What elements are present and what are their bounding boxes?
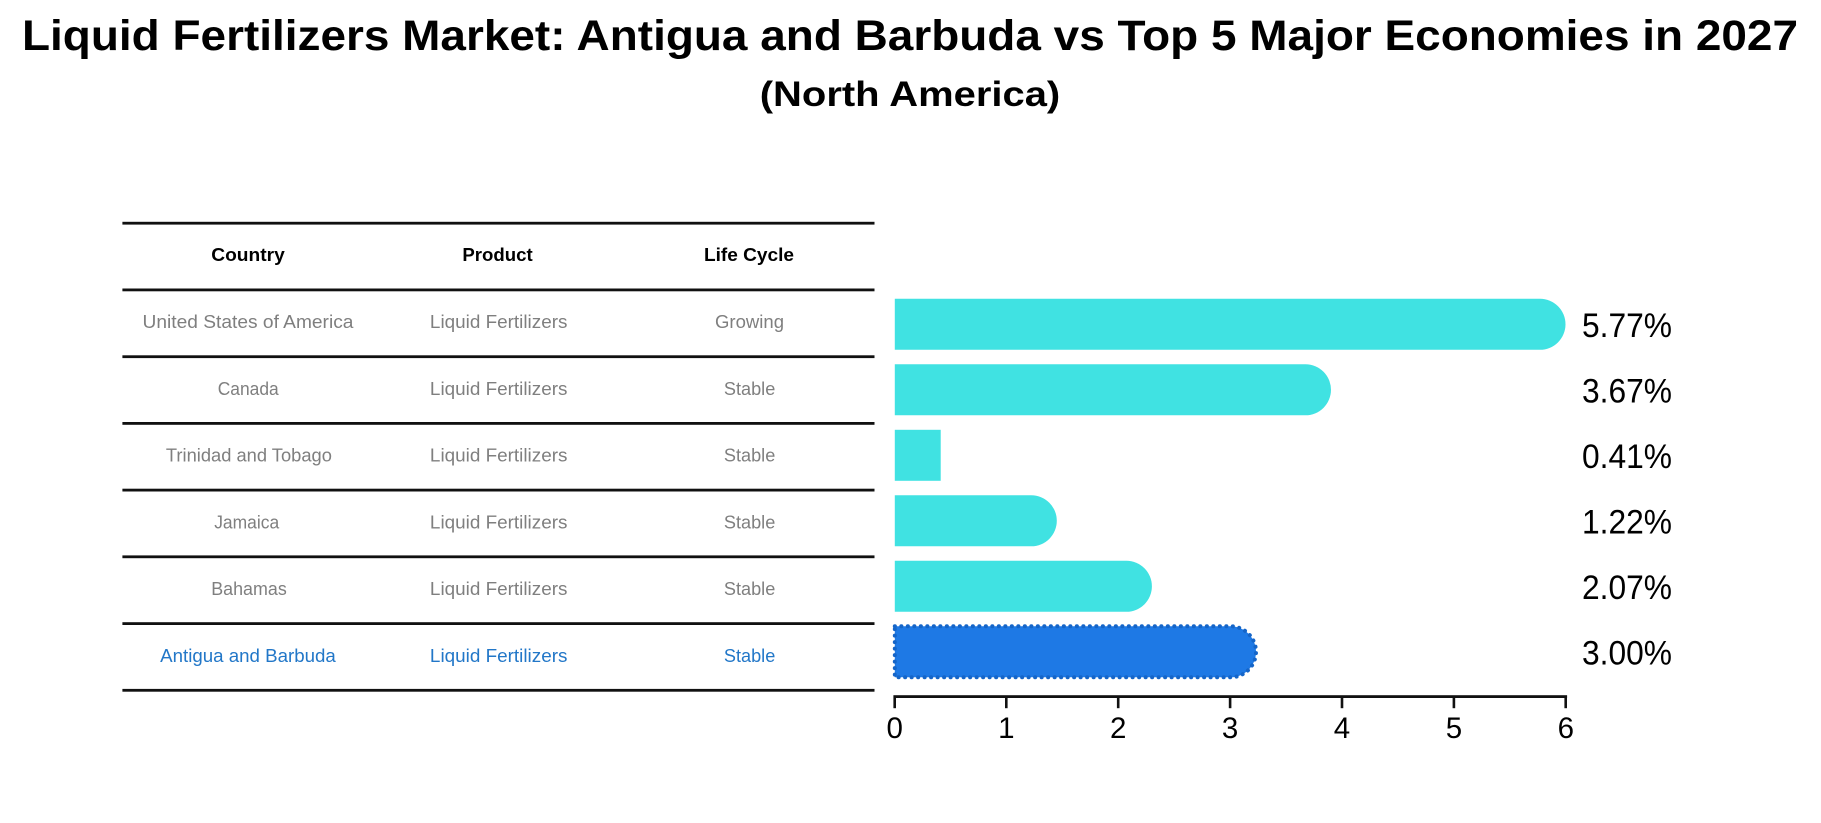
svg-text:Liquid Fertilizers: Liquid Fertilizers (430, 578, 568, 599)
svg-text:Stable: Stable (724, 378, 775, 399)
svg-text:Bahamas: Bahamas (211, 578, 287, 599)
svg-text:Liquid Fertilizers: Liquid Fertilizers (430, 445, 568, 466)
svg-text:Antigua and Barbuda: Antigua and Barbuda (160, 645, 336, 666)
svg-text:Life Cycle: Life Cycle (704, 244, 794, 265)
svg-text:Liquid Fertilizers Market: Ant: Liquid Fertilizers Market: Antigua and B… (22, 12, 1798, 60)
svg-text:Product: Product (462, 244, 532, 265)
svg-text:4: 4 (1334, 712, 1350, 745)
svg-text:2: 2 (1110, 712, 1126, 745)
svg-text:6: 6 (1558, 712, 1574, 745)
svg-text:Liquid Fertilizers: Liquid Fertilizers (430, 311, 568, 332)
svg-text:1.22%: 1.22% (1582, 503, 1672, 541)
svg-text:Stable: Stable (724, 645, 775, 666)
svg-text:0.41%: 0.41% (1582, 438, 1672, 476)
svg-text:0: 0 (886, 712, 902, 745)
svg-text:Stable: Stable (724, 578, 775, 599)
svg-text:Liquid Fertilizers: Liquid Fertilizers (430, 378, 568, 399)
svg-text:3.67%: 3.67% (1582, 372, 1672, 410)
svg-text:United States of America: United States of America (143, 311, 355, 332)
svg-text:Country: Country (211, 244, 285, 265)
svg-text:5: 5 (1446, 712, 1462, 745)
svg-text:(North America): (North America) (760, 74, 1061, 114)
svg-text:3.00%: 3.00% (1582, 634, 1672, 672)
svg-text:Canada: Canada (218, 378, 280, 399)
svg-text:Stable: Stable (724, 445, 775, 466)
svg-text:Liquid Fertilizers: Liquid Fertilizers (430, 645, 568, 666)
svg-text:Jamaica: Jamaica (214, 511, 280, 532)
svg-text:3: 3 (1222, 712, 1238, 745)
svg-text:2.07%: 2.07% (1582, 569, 1672, 607)
svg-text:Growing: Growing (715, 311, 784, 332)
svg-text:Liquid Fertilizers: Liquid Fertilizers (430, 511, 568, 532)
svg-text:Trinidad and Tobago: Trinidad and Tobago (166, 445, 332, 466)
svg-text:1: 1 (998, 712, 1014, 745)
svg-text:5.77%: 5.77% (1582, 307, 1672, 345)
svg-text:Stable: Stable (724, 511, 775, 532)
